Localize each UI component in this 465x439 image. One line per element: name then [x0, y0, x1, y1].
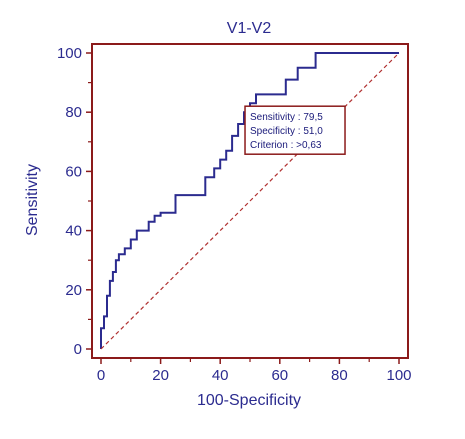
plot-area: 0 20 40 60 80 100 0 20 40 60 80 100 Sensitivity : 79… — [57, 43, 412, 384]
annotation-box — [244, 105, 346, 155]
y-tick-label: 80 — [65, 104, 82, 121]
reference-diagonal-line — [100, 52, 400, 350]
x-tick-label: 60 — [271, 367, 288, 384]
x-tick-label: 40 — [212, 367, 229, 384]
roc-curve-line — [100, 52, 399, 349]
x-tick-label: 0 — [97, 367, 105, 384]
x-tick-label: 20 — [152, 367, 169, 384]
y-tick-label: 60 — [65, 163, 82, 180]
annotation-line: Criterion : >0,63 — [250, 140, 322, 151]
annotation-line: Sensitivity : 79,5 — [250, 112, 323, 123]
y-tick-label: 0 — [74, 341, 82, 358]
y-tick-label: 100 — [57, 45, 82, 62]
annotation-line: Specificity : 51,0 — [250, 126, 323, 137]
y-axis-title: Sensitivity — [24, 164, 41, 236]
x-tick-label: 100 — [386, 367, 411, 384]
y-tick-label: 40 — [65, 223, 82, 240]
chart-title: V1-V2 — [227, 20, 272, 37]
x-axis-title: 100-Specificity — [197, 392, 301, 409]
x-tick-label: 80 — [331, 367, 348, 384]
y-tick-label: 20 — [65, 282, 82, 299]
